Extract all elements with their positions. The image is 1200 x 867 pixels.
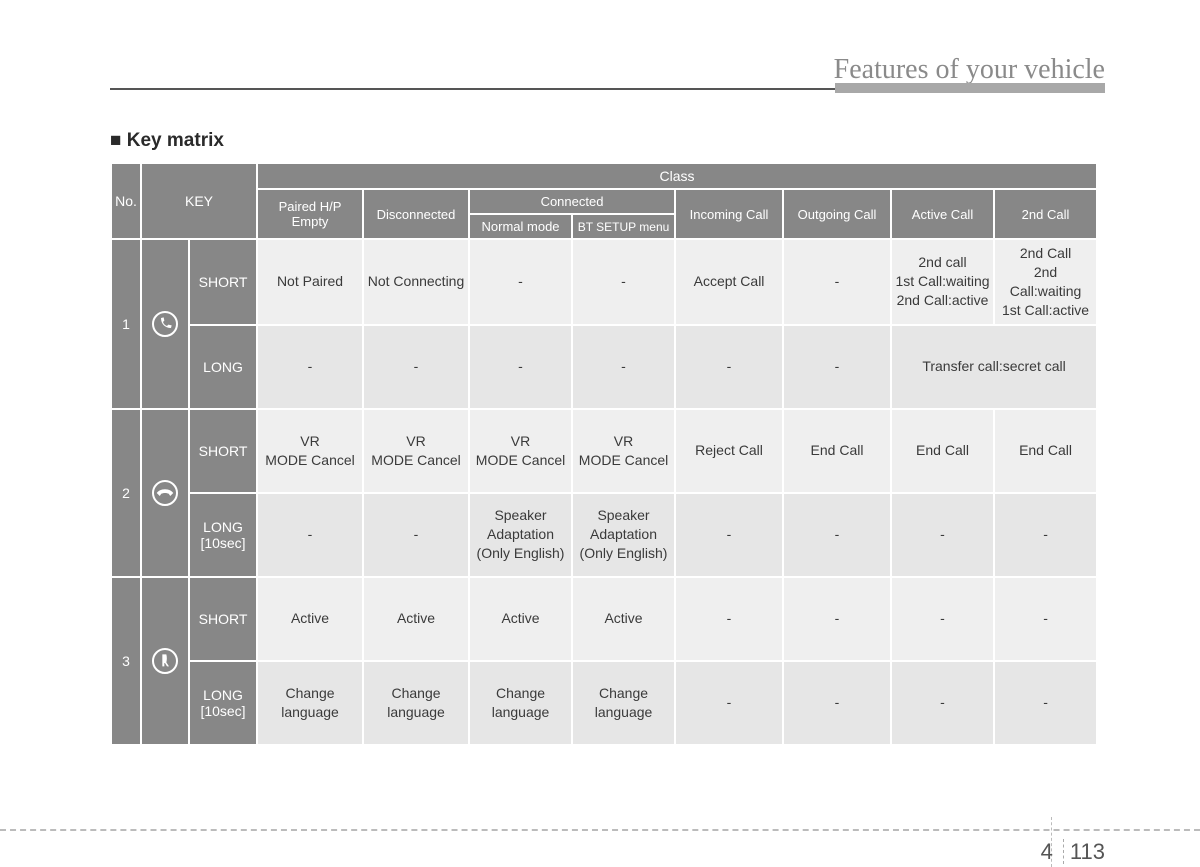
page-footer: 4113	[0, 829, 1200, 831]
table-cell: -	[675, 577, 783, 661]
th-no: No.	[111, 163, 141, 239]
table-cell: Transfer call:secret call	[891, 325, 1097, 409]
table-cell: -	[572, 239, 675, 325]
table-cell: -	[257, 493, 363, 577]
header-rule-accent	[835, 83, 1105, 93]
table-cell: Active	[257, 577, 363, 661]
voice-icon	[141, 577, 189, 745]
press-label: SHORT	[189, 577, 257, 661]
row-no: 3	[111, 577, 141, 745]
table-cell: -	[891, 661, 994, 745]
th-outgoing: Outgoing Call	[783, 189, 891, 239]
th-connected: Connected	[469, 189, 675, 214]
press-label: SHORT	[189, 239, 257, 325]
th-incoming: Incoming Call	[675, 189, 783, 239]
th-disconnected: Disconnected	[363, 189, 469, 239]
table-cell: 2nd Call 2nd Call:waiting 1st Call:activ…	[994, 239, 1097, 325]
table-cell: -	[675, 493, 783, 577]
table-cell: Active	[572, 577, 675, 661]
table-cell: -	[994, 577, 1097, 661]
table-cell: Speaker Adaptation (Only English)	[572, 493, 675, 577]
press-label: LONG [10sec]	[189, 493, 257, 577]
th-normal: Normal mode	[469, 214, 572, 239]
table-cell: -	[363, 493, 469, 577]
table-cell: -	[783, 577, 891, 661]
table-cell: Active	[363, 577, 469, 661]
table-cell: -	[994, 661, 1097, 745]
table-cell: -	[675, 661, 783, 745]
table-cell: End Call	[994, 409, 1097, 493]
table-cell: -	[363, 325, 469, 409]
table-cell: Accept Call	[675, 239, 783, 325]
table-cell: VR MODE Cancel	[469, 409, 572, 493]
table-cell: -	[783, 493, 891, 577]
table-cell: Not Paired	[257, 239, 363, 325]
press-label: LONG [10sec]	[189, 661, 257, 745]
th-paired: Paired H/P Empty	[257, 189, 363, 239]
table-cell: -	[675, 325, 783, 409]
table-cell: End Call	[783, 409, 891, 493]
footer-dash	[0, 829, 1200, 831]
row-no: 1	[111, 239, 141, 409]
table-cell: VR MODE Cancel	[572, 409, 675, 493]
page-number: 4113	[1041, 839, 1105, 865]
table-cell: VR MODE Cancel	[363, 409, 469, 493]
table-cell: 2nd call 1st Call:waiting 2nd Call:activ…	[891, 239, 994, 325]
table-cell: -	[891, 577, 994, 661]
table-cell: -	[891, 493, 994, 577]
th-secondcall: 2nd Call	[994, 189, 1097, 239]
th-class: Class	[257, 163, 1097, 189]
page-header: Features of your vehicle	[110, 60, 1105, 90]
table-cell: Not Connecting	[363, 239, 469, 325]
phone-hangup-icon	[141, 409, 189, 577]
table-cell: Change language	[572, 661, 675, 745]
section-title: ■ Key matrix	[110, 130, 1105, 152]
table-cell: Change language	[257, 661, 363, 745]
table-cell: Change language	[363, 661, 469, 745]
table-cell: -	[783, 239, 891, 325]
table-cell: Speaker Adaptation (Only English)	[469, 493, 572, 577]
table-cell: -	[469, 239, 572, 325]
table-cell: -	[572, 325, 675, 409]
table-cell: Active	[469, 577, 572, 661]
th-btsetup: BT SETUP menu	[572, 214, 675, 239]
table-cell: VR MODE Cancel	[257, 409, 363, 493]
table-cell: -	[994, 493, 1097, 577]
table-cell: -	[257, 325, 363, 409]
table-cell: Reject Call	[675, 409, 783, 493]
table-cell: -	[469, 325, 572, 409]
th-key: KEY	[141, 163, 257, 239]
press-label: SHORT	[189, 409, 257, 493]
header-title: Features of your vehicle	[834, 54, 1105, 86]
th-active: Active Call	[891, 189, 994, 239]
table-cell: End Call	[891, 409, 994, 493]
row-no: 2	[111, 409, 141, 577]
table-cell: -	[783, 661, 891, 745]
press-label: LONG	[189, 325, 257, 409]
phone-pickup-icon	[141, 239, 189, 409]
key-matrix-table: No. KEY Class Paired H/P Empty Disconnec…	[110, 162, 1098, 746]
table-cell: Change language	[469, 661, 572, 745]
table-cell: -	[783, 325, 891, 409]
